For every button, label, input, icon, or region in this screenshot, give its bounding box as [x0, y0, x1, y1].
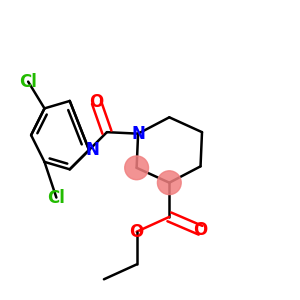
Text: O: O: [130, 223, 144, 241]
Text: N: N: [85, 141, 99, 159]
Text: N: N: [131, 125, 145, 143]
Circle shape: [158, 171, 181, 195]
Text: Cl: Cl: [19, 73, 37, 91]
Circle shape: [125, 156, 148, 180]
Text: Cl: Cl: [47, 189, 65, 207]
Text: O: O: [89, 93, 103, 111]
Text: O: O: [194, 221, 208, 239]
